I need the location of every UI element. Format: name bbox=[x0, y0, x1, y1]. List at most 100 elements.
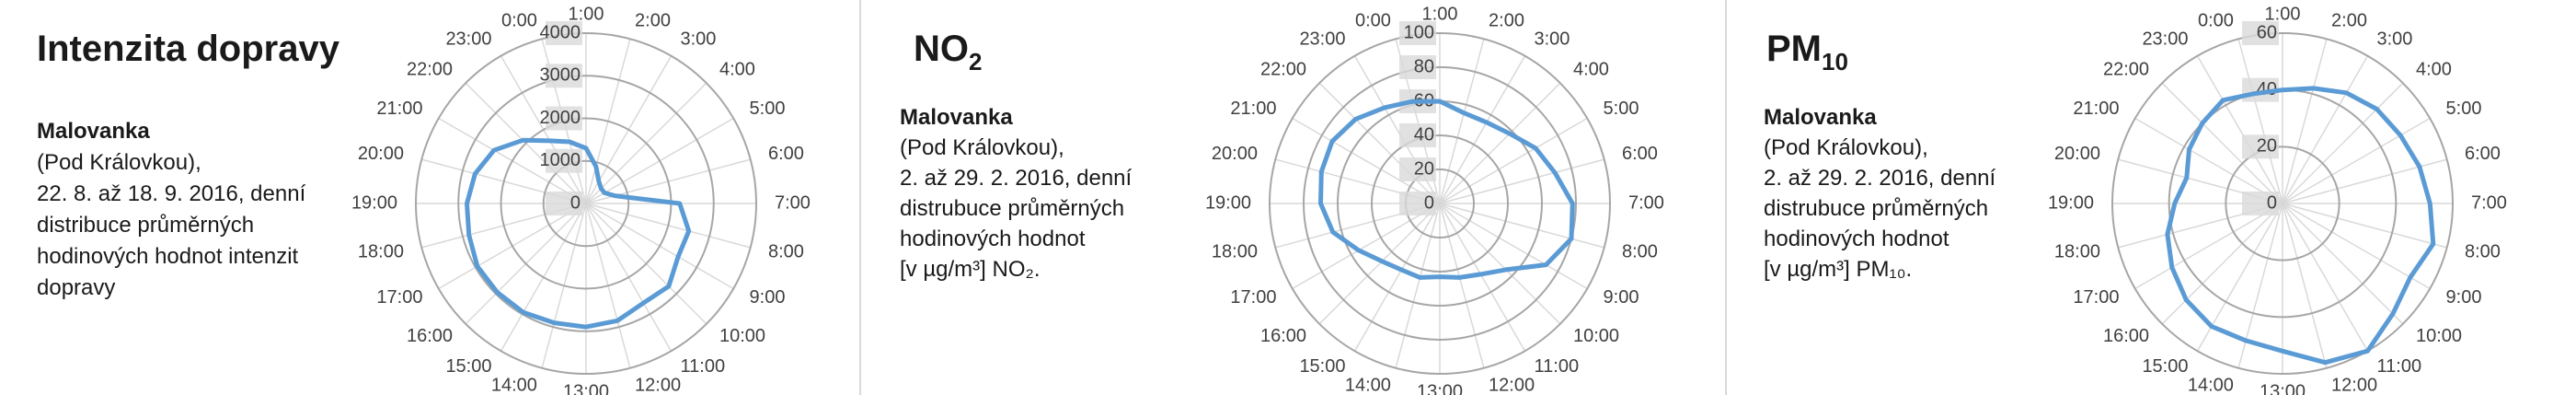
spoke bbox=[1292, 117, 1441, 204]
category-label: 21:00 bbox=[376, 99, 422, 119]
y-tick-label: 3000 bbox=[540, 65, 581, 86]
category-label: 3:00 bbox=[681, 29, 717, 50]
description-line: Malovanka bbox=[900, 105, 1013, 130]
category-label: 13:00 bbox=[2260, 381, 2306, 395]
y-tick-label: 40 bbox=[1414, 124, 1434, 145]
category-label: 13:00 bbox=[1417, 381, 1463, 395]
title-main: NO bbox=[914, 29, 969, 69]
tick-label-bg bbox=[546, 106, 582, 131]
category-label: 5:00 bbox=[2446, 99, 2482, 119]
title-main: PM bbox=[1766, 29, 1822, 69]
panel-title: Intenzita dopravy bbox=[37, 29, 340, 69]
grid-ring bbox=[415, 32, 757, 375]
spoke bbox=[1439, 117, 1588, 204]
category-label: 1:00 bbox=[569, 4, 604, 24]
spoke bbox=[2134, 117, 2283, 204]
spoke bbox=[2282, 203, 2369, 352]
description-line: hodinových hodnot bbox=[1764, 227, 1949, 251]
category-label: 9:00 bbox=[2446, 287, 2482, 308]
description-line: 2. až 29. 2. 2016, denní bbox=[1764, 166, 1996, 191]
category-label: 22:00 bbox=[2103, 59, 2149, 79]
grid-ring bbox=[542, 159, 630, 248]
grid-ring bbox=[2225, 145, 2340, 261]
tick-label-bg bbox=[546, 148, 582, 173]
spoke bbox=[1439, 203, 1485, 368]
category-label: 12:00 bbox=[1489, 375, 1535, 395]
spoke bbox=[1439, 203, 1588, 290]
y-tick-label: 0 bbox=[570, 192, 581, 213]
tick-label-bg bbox=[2242, 21, 2279, 45]
tick-label-bg bbox=[1399, 123, 1436, 147]
category-label: 15:00 bbox=[1299, 356, 1345, 377]
category-label: 0:00 bbox=[2198, 10, 2234, 30]
panel-title: NO2 bbox=[914, 29, 982, 76]
spoke bbox=[1439, 82, 1561, 204]
category-label: 10:00 bbox=[2416, 326, 2462, 346]
category-label: 23:00 bbox=[1299, 29, 1345, 50]
title-main: Intenzita dopravy bbox=[37, 29, 340, 69]
category-label: 20:00 bbox=[358, 144, 404, 164]
y-tick-label: 60 bbox=[2257, 22, 2277, 42]
grid-center bbox=[1439, 203, 1441, 204]
description-line: hodinových hodnot intenzit bbox=[37, 244, 299, 269]
series-line bbox=[465, 137, 692, 330]
spoke bbox=[2282, 55, 2369, 204]
category-label: 21:00 bbox=[2073, 99, 2119, 119]
category-label: 1:00 bbox=[1422, 4, 1458, 24]
tick-label-bg bbox=[546, 21, 582, 45]
tick-label-bg bbox=[2242, 134, 2279, 159]
category-label: 7:00 bbox=[1628, 192, 1664, 213]
spoke bbox=[1318, 203, 1441, 325]
title-subscript: 2 bbox=[969, 48, 982, 76]
category-label: 19:00 bbox=[1205, 192, 1251, 213]
description-line: distribuce průměrných bbox=[37, 213, 254, 238]
description-line: (Pod Královkou), bbox=[1764, 135, 1928, 160]
category-label: 18:00 bbox=[2054, 241, 2100, 261]
category-label: 15:00 bbox=[445, 356, 491, 377]
category-label: 16:00 bbox=[407, 326, 453, 346]
category-label: 19:00 bbox=[351, 192, 397, 213]
category-label: 9:00 bbox=[750, 287, 786, 308]
category-label: 17:00 bbox=[1230, 287, 1276, 308]
category-label: 19:00 bbox=[2048, 192, 2094, 213]
category-label: 15:00 bbox=[2142, 356, 2188, 377]
spoke bbox=[1292, 203, 1441, 290]
category-label: 8:00 bbox=[1622, 241, 1658, 261]
category-label: 22:00 bbox=[407, 59, 453, 79]
title-subscript: 10 bbox=[1822, 48, 1848, 76]
grid-ring bbox=[1269, 32, 1611, 375]
spoke bbox=[1439, 203, 1526, 352]
spoke bbox=[2282, 39, 2328, 204]
category-label: 17:00 bbox=[2073, 287, 2119, 308]
series-line bbox=[2165, 86, 2436, 366]
category-label: 1:00 bbox=[2265, 4, 2301, 24]
category-label: 18:00 bbox=[358, 241, 404, 261]
spoke bbox=[2282, 203, 2328, 368]
category-label: 22:00 bbox=[1260, 59, 1306, 79]
spoke bbox=[2237, 39, 2283, 204]
tick-label-bg bbox=[1399, 192, 1436, 215]
tick-label-bg bbox=[1399, 55, 1436, 79]
description-line: distrubuce průměrných bbox=[900, 196, 1124, 221]
description-line: dopravy bbox=[37, 275, 115, 300]
spoke bbox=[1353, 203, 1441, 352]
tick-label-bg bbox=[2242, 192, 2279, 215]
tick-label-bg bbox=[1399, 157, 1436, 181]
category-label: 12:00 bbox=[635, 375, 681, 395]
grid-ring bbox=[1303, 66, 1577, 341]
grid-ring bbox=[1371, 134, 1509, 273]
category-label: 23:00 bbox=[445, 29, 491, 50]
spoke bbox=[1439, 203, 1604, 249]
spoke bbox=[1439, 158, 1604, 204]
spoke bbox=[2282, 203, 2431, 290]
category-label: 20:00 bbox=[2054, 144, 2100, 164]
spoke bbox=[2282, 203, 2447, 249]
spoke bbox=[2282, 82, 2404, 204]
description-line: (Pod Královkou), bbox=[37, 150, 201, 175]
category-label: 2:00 bbox=[635, 10, 671, 30]
category-label: 3:00 bbox=[1535, 29, 1570, 50]
spoke bbox=[1439, 39, 1485, 204]
category-label: 10:00 bbox=[1573, 326, 1619, 346]
description-line: hodinových hodnot bbox=[900, 227, 1086, 251]
